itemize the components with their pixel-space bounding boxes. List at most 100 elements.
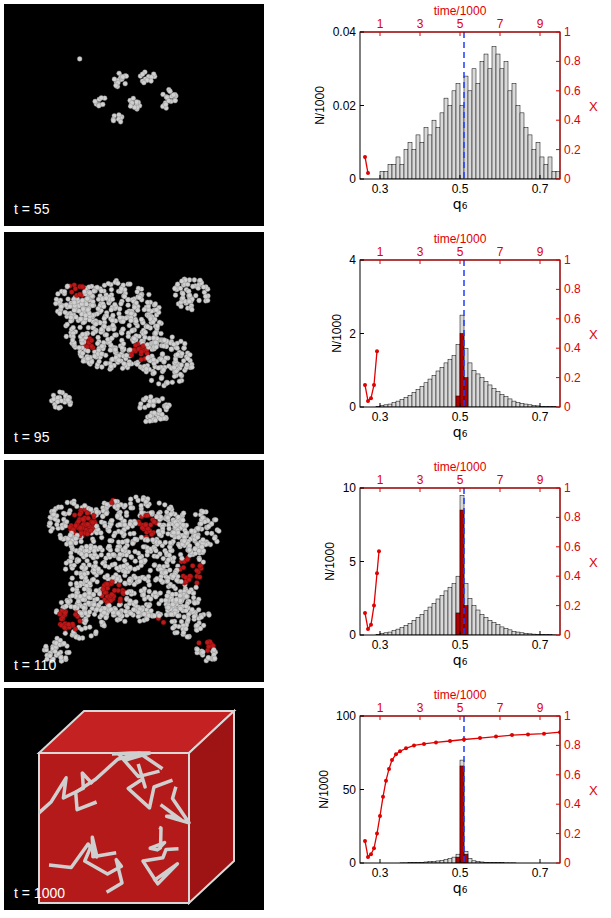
particle [147, 336, 152, 341]
histogram-bar [396, 157, 400, 179]
particle [117, 307, 122, 312]
y2-tick [556, 61, 560, 62]
particle [147, 589, 152, 594]
particle [151, 320, 156, 325]
x-tick [540, 175, 541, 179]
particle [133, 537, 138, 542]
histogram-bar [448, 359, 452, 407]
x2-tick-label: 9 [537, 245, 544, 259]
particle [136, 498, 141, 503]
particle [152, 519, 157, 524]
particle [79, 539, 84, 544]
histogram-bar [504, 397, 508, 407]
particle [133, 567, 138, 572]
y2-tick-label: 0.4 [564, 113, 581, 127]
y2-tick [556, 318, 560, 319]
particle [147, 292, 152, 297]
figure: t = 550.30.50.7q₆13579time/100000.020.04… [0, 0, 611, 918]
x2-axis-title: time/1000 [434, 4, 487, 18]
y2-tick [556, 179, 560, 180]
particle [109, 287, 114, 292]
histogram-bar [444, 98, 448, 179]
particle [116, 503, 121, 508]
histogram-bar [392, 164, 396, 179]
particle [148, 395, 153, 400]
plot-frame [360, 32, 560, 179]
particle [146, 355, 151, 360]
particle [56, 406, 61, 411]
panel: t = 1100.30.50.7q₆13579time/10000510N/10… [4, 460, 598, 682]
y2-tick-label: 0 [564, 400, 571, 414]
particle [121, 564, 126, 569]
particle [99, 95, 104, 100]
particle [88, 291, 93, 296]
histogram-bar [516, 106, 520, 180]
x2-tick [540, 260, 541, 264]
particle [180, 297, 185, 302]
y-tick [360, 32, 364, 33]
particle [101, 304, 106, 309]
particle [156, 399, 161, 404]
particle [187, 293, 192, 298]
particle [85, 522, 90, 527]
histogram-bar [492, 47, 496, 179]
histogram-bar [472, 370, 476, 407]
particle [187, 577, 192, 582]
histogram-bar [428, 135, 432, 179]
y-tick-label: 2 [349, 327, 356, 341]
y-tick [360, 407, 364, 408]
particle [133, 343, 138, 348]
particle [78, 292, 83, 297]
y2-tick [556, 149, 560, 150]
particle [147, 583, 152, 588]
particle [145, 300, 150, 305]
histogram-bar [528, 135, 532, 179]
particle [137, 579, 142, 584]
particle [175, 352, 180, 357]
panel: t = 550.30.50.7q₆13579time/100000.020.04… [4, 4, 598, 226]
particle [198, 564, 203, 569]
x-tick [380, 403, 381, 407]
particle [96, 306, 101, 311]
particle [80, 284, 85, 289]
particle [83, 313, 88, 318]
particle [144, 396, 149, 401]
particle [89, 360, 94, 365]
x-curve [365, 157, 368, 173]
particle [139, 317, 144, 322]
particle [86, 349, 91, 354]
particle [134, 319, 139, 324]
particle [152, 563, 157, 568]
histogram-bar [556, 179, 560, 180]
particle [109, 357, 114, 362]
particle [169, 347, 174, 352]
particle [48, 521, 53, 526]
particle [195, 581, 200, 586]
particle [111, 313, 116, 318]
particle [154, 515, 159, 520]
particle [123, 545, 128, 550]
particle [116, 540, 121, 545]
particle [74, 571, 79, 576]
particle [123, 581, 128, 586]
x-point [369, 396, 373, 400]
particle [89, 528, 94, 533]
particle [110, 318, 115, 323]
particle [171, 93, 176, 98]
particle [167, 506, 172, 511]
particle [144, 366, 149, 371]
particle [198, 278, 203, 283]
particle [127, 578, 132, 583]
particle [123, 81, 128, 86]
histogram-bar [492, 389, 496, 407]
particle [169, 347, 174, 352]
particle [93, 321, 98, 326]
particle [84, 553, 89, 558]
particle [66, 398, 71, 403]
histogram-bar [400, 164, 404, 179]
y2-axis-title: X [589, 327, 598, 342]
particle [172, 365, 177, 370]
histogram-bar [424, 383, 428, 407]
particle [172, 374, 177, 379]
particle [104, 511, 109, 516]
